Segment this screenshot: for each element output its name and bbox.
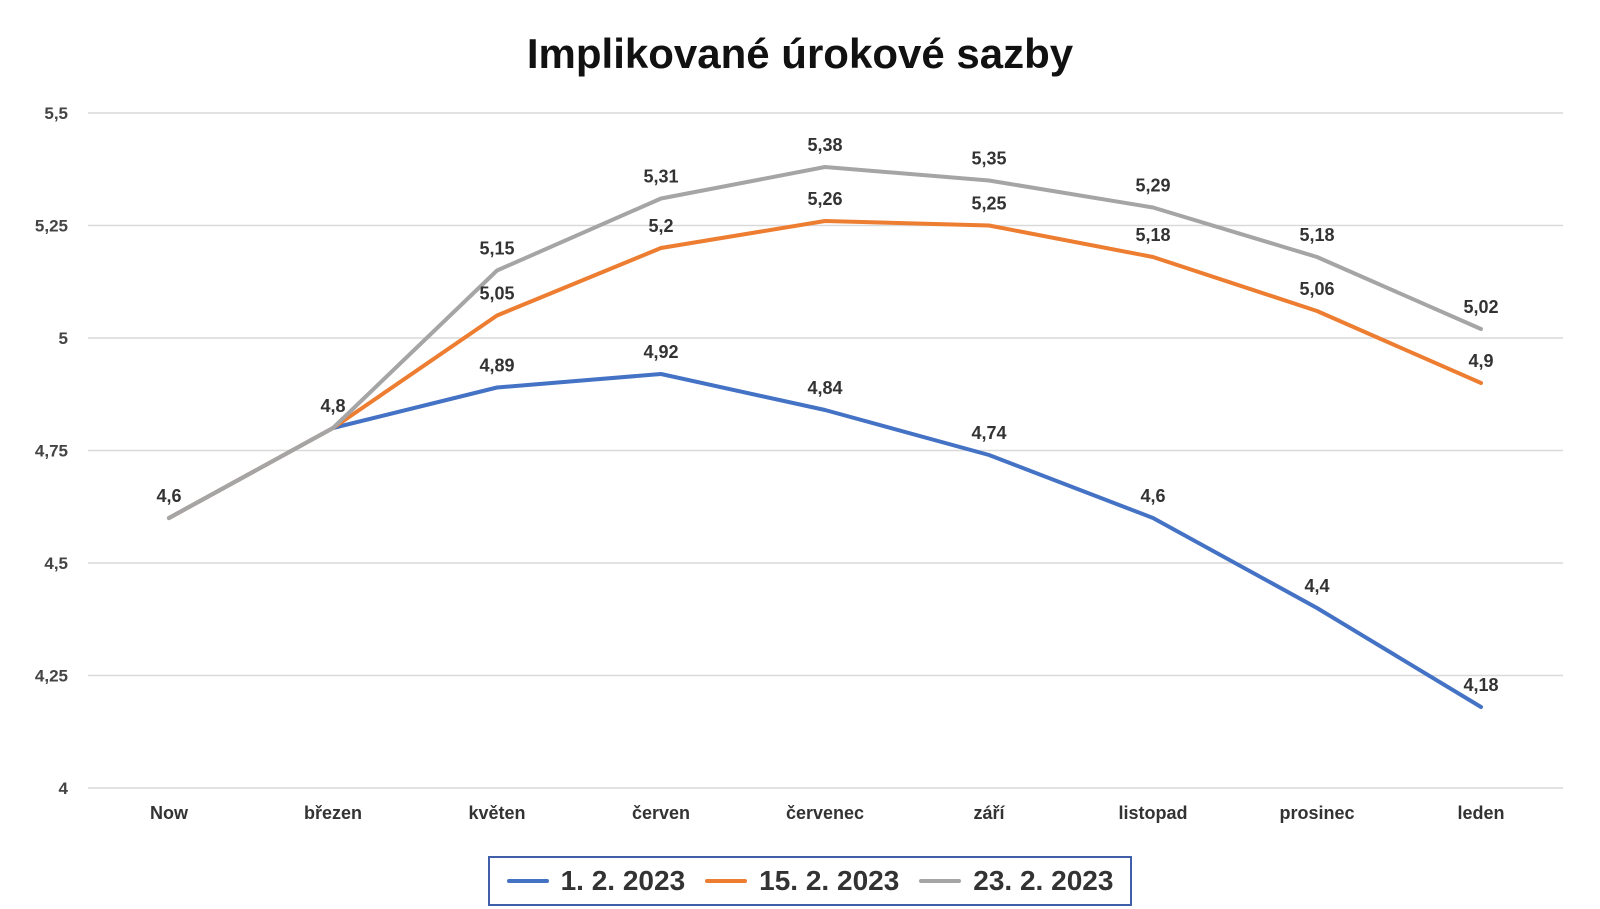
data-label: 5,05 [479,284,514,304]
data-label: 5,25 [971,194,1006,214]
y-tick-label: 4,25 [35,667,68,686]
x-tick-label: Now [150,803,189,823]
x-tick-label: leden [1457,803,1504,823]
data-label: 4,6 [1140,486,1165,506]
series-lines [167,165,1483,709]
legend-label-series-3: 23. 2. 2023 [973,865,1114,896]
y-tick-label: 5,5 [44,104,68,123]
y-axis-ticks: 4 4,25 4,5 4,75 5 5,25 5,5 [35,104,69,798]
data-label: 5,26 [807,189,842,209]
data-label: 5,38 [807,135,842,155]
data-label: 5,35 [971,149,1006,169]
data-label: 5,18 [1135,225,1170,245]
x-tick-label: červen [632,803,690,823]
x-tick-label: září [973,803,1005,823]
x-axis-ticks: Now březen květen červen červenec září listopa… [150,803,1505,823]
legend-item-series-3: 23. 2. 2023 [919,865,1113,897]
data-label: 4,6 [156,486,181,506]
legend-label-series-1: 1. 2. 2023 [560,865,686,896]
x-tick-label: březen [304,803,362,823]
legend-label-series-2: 15. 2. 2023 [759,865,900,896]
series-line-1 [167,372,1483,709]
data-label: 4,8 [320,396,345,416]
data-label: 5,29 [1135,176,1170,196]
data-label: 4,89 [479,356,514,376]
data-label: 5,31 [643,167,678,187]
legend-swatch-series-3 [919,879,962,883]
legend: 1. 2. 2023 15. 2. 2023 23. 2. 2023 [488,856,1132,906]
y-tick-label: 5,25 [35,217,68,236]
series-line-2 [167,219,1483,520]
data-label: 4,4 [1304,576,1329,596]
legend-swatch-series-2 [705,879,748,883]
data-label: 5,06 [1299,279,1334,299]
legend-swatch-series-1 [506,879,549,883]
x-tick-label: listopad [1118,803,1187,823]
data-label: 5,02 [1463,297,1498,317]
x-tick-label: květen [468,803,525,823]
data-labels: 4,64,84,894,924,844,744,64,44,185,055,25… [156,135,1498,695]
chart-title: Implikované úrokové sazby [526,30,1074,77]
legend-item-series-1: 1. 2. 2023 [506,865,686,897]
grid-lines [88,112,1563,789]
data-label: 4,9 [1468,351,1493,371]
data-label: 5,2 [648,216,673,236]
data-label: 4,92 [643,342,678,362]
x-tick-label: červenec [786,803,864,823]
y-tick-label: 4,5 [44,554,68,573]
data-label: 4,84 [807,378,842,398]
data-label: 5,18 [1299,225,1334,245]
legend-item-series-2: 15. 2. 2023 [705,865,899,897]
data-label: 4,18 [1463,675,1498,695]
y-tick-label: 5 [59,329,68,348]
data-label: 4,74 [971,423,1006,443]
data-label: 5,15 [479,239,514,259]
y-tick-label: 4,75 [35,442,68,461]
y-tick-label: 4 [59,779,69,798]
x-tick-label: prosinec [1279,803,1354,823]
